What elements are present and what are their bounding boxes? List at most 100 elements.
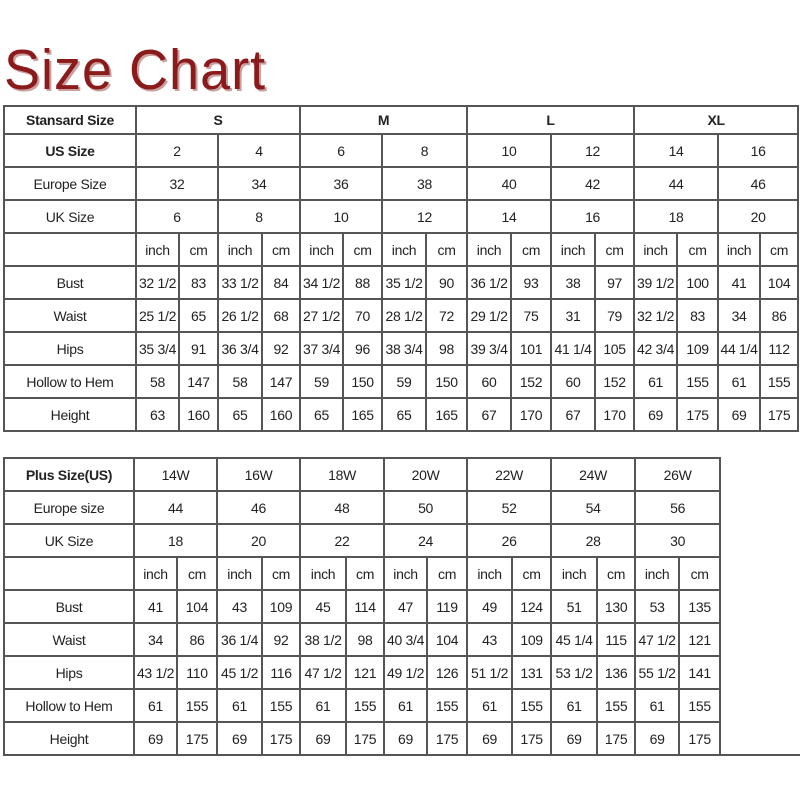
size-group-xl: XL bbox=[633, 105, 800, 135]
unit-inch: inch bbox=[381, 232, 428, 267]
measurement-value: 69 bbox=[717, 397, 762, 432]
measurement-value: 41 bbox=[133, 589, 178, 624]
measurement-value: 49 1/2 bbox=[383, 655, 429, 690]
europe-size-cell: 36 bbox=[299, 166, 384, 201]
measurement-value: 43 bbox=[466, 622, 514, 657]
measurement-value: 170 bbox=[594, 397, 636, 432]
empty-right-column bbox=[719, 458, 800, 756]
measurement-value: 165 bbox=[342, 397, 384, 432]
uk-size-row: UK Size 18 20 22 24 26 28 30 bbox=[3, 523, 800, 558]
measurement-value: 101 bbox=[510, 331, 553, 366]
measurement-value: 175 bbox=[511, 721, 553, 756]
uk-size-cell: 20 bbox=[717, 199, 800, 234]
measurement-value: 175 bbox=[759, 397, 800, 432]
uk-size-cell: 18 bbox=[132, 523, 219, 558]
measurement-value: 55 1/2 bbox=[634, 655, 681, 690]
plus-size-cell: 24W bbox=[550, 457, 637, 492]
measurement-row-height: Height 63 160 65 160 65 165 65 165 67 170 67 170 69 17… bbox=[3, 397, 800, 432]
measurement-value: 60 bbox=[550, 364, 597, 399]
uk-size-cell: 8 bbox=[216, 199, 302, 234]
measurement-value: 112 bbox=[759, 331, 800, 366]
measurement-value: 39 3/4 bbox=[466, 331, 513, 366]
measurement-value: 51 bbox=[550, 589, 599, 624]
measurement-value: 109 bbox=[676, 331, 720, 366]
measurement-value: 160 bbox=[260, 397, 302, 432]
measurement-value: 32 1/2 bbox=[135, 265, 180, 300]
measurement-value: 47 1/2 bbox=[299, 655, 348, 690]
uk-size-cell: 14 bbox=[466, 199, 553, 234]
measurement-label: Hips bbox=[3, 331, 137, 366]
us-size-cell: 6 bbox=[299, 133, 384, 168]
measurement-value: 79 bbox=[594, 298, 636, 333]
measurement-value: 114 bbox=[345, 589, 386, 624]
measurement-value: 115 bbox=[596, 622, 637, 657]
measurement-value: 104 bbox=[175, 589, 219, 624]
europe-size-row: Europe size 44 46 48 50 52 54 56 bbox=[3, 490, 800, 525]
plus-size-cell: 16W bbox=[216, 457, 302, 492]
measurement-value: 175 bbox=[345, 721, 386, 756]
unit-cm: cm bbox=[594, 232, 636, 267]
us-size-cell: 2 bbox=[135, 133, 219, 168]
unit-cm: cm bbox=[345, 556, 386, 591]
measurement-value: 67 bbox=[550, 397, 597, 432]
measurement-value: 165 bbox=[425, 397, 469, 432]
measurement-value: 130 bbox=[596, 589, 637, 624]
measurement-value: 105 bbox=[594, 331, 636, 366]
header-label: Stansard Size bbox=[3, 105, 137, 135]
unit-cm: cm bbox=[261, 556, 302, 591]
measurement-value: 155 bbox=[345, 688, 386, 723]
measurement-value: 38 1/2 bbox=[299, 622, 348, 657]
measurement-value: 28 1/2 bbox=[381, 298, 428, 333]
unit-cm: cm bbox=[342, 232, 384, 267]
measurement-value: 136 bbox=[596, 655, 637, 690]
measurement-value: 121 bbox=[345, 655, 386, 690]
measurement-value: 96 bbox=[342, 331, 384, 366]
measurement-value: 26 1/2 bbox=[217, 298, 263, 333]
measurement-value: 86 bbox=[759, 298, 800, 333]
europe-size-cell: 52 bbox=[466, 490, 553, 525]
measurement-row-waist: Waist 34 86 36 1/4 92 38 1/2 98 40 3/4 104 43 109 4… bbox=[3, 622, 800, 657]
measurement-value: 61 bbox=[550, 688, 599, 723]
plus-size-cell: 22W bbox=[466, 457, 553, 492]
measurement-value: 104 bbox=[426, 622, 469, 657]
measurement-value: 34 bbox=[133, 622, 178, 657]
measurement-value: 41 bbox=[717, 265, 762, 300]
measurement-value: 67 bbox=[466, 397, 513, 432]
measurement-value: 53 1/2 bbox=[550, 655, 599, 690]
europe-size-cell: 56 bbox=[634, 490, 722, 525]
measurement-value: 61 bbox=[633, 364, 679, 399]
measurement-value: 121 bbox=[678, 622, 722, 657]
standard-size-table: Stansard Size S M L XL US Size 2 4 6 8 10 12 14 16 Eur… bbox=[3, 105, 800, 432]
unit-inch: inch bbox=[717, 232, 762, 267]
unit-cm: cm bbox=[178, 232, 219, 267]
measurement-value: 65 bbox=[217, 397, 263, 432]
measurement-value: 98 bbox=[345, 622, 386, 657]
measurement-value: 65 bbox=[178, 298, 219, 333]
europe-size-cell: 34 bbox=[216, 166, 302, 201]
measurement-value: 86 bbox=[175, 622, 219, 657]
measurement-value: 69 bbox=[633, 397, 679, 432]
measurement-row-height: Height 69 175 69 175 69 175 69 175 69 175 69 175 69 17… bbox=[3, 721, 800, 756]
measurement-value: 61 bbox=[717, 364, 762, 399]
measurement-value: 37 3/4 bbox=[299, 331, 345, 366]
measurement-value: 175 bbox=[175, 721, 219, 756]
measurement-value: 84 bbox=[260, 265, 302, 300]
unit-cm: cm bbox=[510, 232, 553, 267]
measurement-value: 155 bbox=[261, 688, 302, 723]
unit-inch: inch bbox=[216, 556, 264, 591]
measurement-value: 175 bbox=[261, 721, 302, 756]
plus-size-cell: 26W bbox=[634, 457, 722, 492]
us-size-cell: 10 bbox=[466, 133, 553, 168]
measurement-value: 147 bbox=[178, 364, 219, 399]
unit-row-blank bbox=[3, 232, 137, 267]
measurement-value: 45 bbox=[299, 589, 348, 624]
measurement-value: 47 bbox=[383, 589, 429, 624]
measurement-value: 175 bbox=[678, 721, 722, 756]
measurement-label: Waist bbox=[3, 298, 137, 333]
measurement-row-hips: Hips 35 3/4 91 36 3/4 92 37 3/4 96 38 3/4 98 39 3… bbox=[3, 331, 800, 366]
measurement-value: 38 bbox=[550, 265, 597, 300]
us-size-cell: 14 bbox=[633, 133, 720, 168]
measurement-value: 58 bbox=[217, 364, 263, 399]
measurement-value: 175 bbox=[596, 721, 637, 756]
plus-size-cell: 20W bbox=[383, 457, 469, 492]
